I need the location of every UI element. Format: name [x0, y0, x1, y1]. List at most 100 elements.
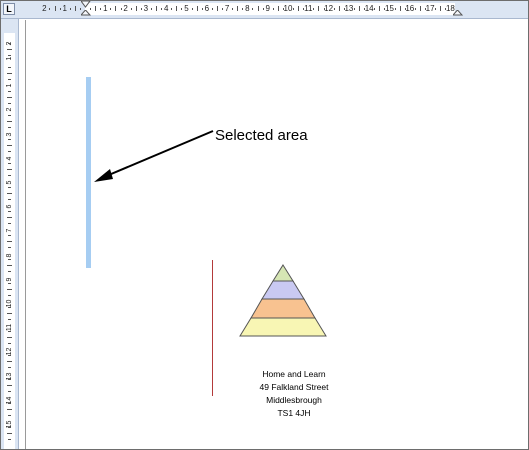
horizontal-ruler[interactable]: L 2 1 1 2 3 4 5 6 7 8 9 10 11 12 13 14 15 16 17 18	[1, 1, 528, 19]
ruler-number: 12	[324, 4, 334, 13]
ruler-tick	[211, 8, 213, 10]
ruler-tick	[374, 8, 376, 10]
ruler-tick	[8, 139, 11, 140]
ruler-tick	[8, 199, 11, 200]
ruler-tick	[8, 67, 11, 68]
ruler-tick	[59, 8, 61, 10]
ruler-tick	[150, 8, 152, 10]
ruler-tick	[8, 223, 11, 224]
address-line-2: 49 Falkland Street	[259, 382, 329, 392]
ruler-tick	[120, 8, 122, 10]
ruler-tick	[7, 169, 12, 170]
address-line-4: TS1 4JH	[277, 408, 311, 418]
ruler-tick	[7, 337, 12, 338]
ruler-tick	[49, 8, 51, 10]
ruler-tick	[7, 73, 12, 74]
ruler-tick	[425, 8, 427, 10]
ruler-tick	[399, 6, 401, 11]
ruler-tick	[7, 265, 12, 266]
address-line-3: Middlesbrough	[266, 395, 322, 405]
ruler-tick	[262, 8, 264, 10]
ruler-number: 15	[385, 4, 394, 13]
ruler-tick	[8, 175, 11, 176]
ruler-tick	[222, 8, 224, 10]
ruler-tick	[8, 163, 11, 164]
pyramid-diagram[interactable]	[227, 262, 339, 342]
address-line-1: Home and Learn	[262, 369, 326, 379]
ruler-tick	[359, 6, 361, 11]
ruler-number: 14	[364, 4, 374, 13]
left-border-line	[212, 260, 213, 396]
ruler-tick	[8, 283, 11, 284]
ruler-tick	[8, 355, 11, 356]
ruler-tick	[8, 391, 11, 392]
ruler-tick	[8, 115, 11, 116]
ruler-tick	[333, 8, 335, 10]
ruler-number: 8	[245, 4, 250, 13]
ruler-tick	[338, 6, 340, 11]
tab-stop-selector-button[interactable]: L	[3, 3, 15, 15]
ruler-tick	[7, 145, 12, 146]
ruler-tick	[115, 6, 117, 11]
ruler-tick	[8, 151, 11, 152]
ruler-tick	[8, 55, 11, 56]
ruler-number: 2	[6, 107, 13, 112]
ruler-tick	[379, 6, 381, 11]
ruler-number: 1	[103, 4, 108, 13]
ruler-tick	[95, 6, 97, 11]
annotation-arrow	[94, 130, 214, 182]
ruler-tick	[7, 313, 12, 314]
ruler-tick	[8, 127, 11, 128]
ruler-tick	[8, 331, 11, 332]
ruler-tick	[353, 8, 355, 10]
ruler-number: 7	[224, 4, 230, 13]
right-indent-marker[interactable]	[453, 10, 463, 18]
ruler-number: 3	[143, 4, 149, 13]
ruler-tick	[191, 8, 193, 10]
ruler-tick	[8, 271, 11, 272]
ruler-tick	[69, 8, 71, 10]
pyramid-tier-1	[272, 264, 294, 282]
ruler-number: 11	[304, 4, 313, 13]
ruler-tick	[8, 295, 11, 296]
ruler-number: 1	[62, 4, 67, 13]
ruler-number: 6	[204, 4, 210, 13]
ruler-tick	[8, 367, 11, 368]
ruler-number: 2	[123, 4, 128, 13]
ruler-tick	[404, 8, 406, 10]
ruler-tick	[8, 235, 11, 236]
ruler-tick	[7, 433, 12, 434]
ruler-tick	[419, 6, 421, 11]
ruler-tick	[196, 6, 198, 11]
ruler-tick	[8, 43, 11, 44]
ruler-number: 3	[6, 132, 13, 137]
ruler-tick	[237, 6, 239, 11]
ruler-tick	[384, 8, 386, 10]
document-page[interactable]: Selected area Home and Learn 49 Falkland…	[25, 20, 528, 449]
ruler-number: 10	[283, 4, 293, 13]
letterhead-block[interactable]: Home and Learn 49 Falkland Street Middle…	[212, 260, 362, 418]
ruler-tick	[7, 385, 12, 386]
ruler-tick	[201, 8, 203, 10]
ruler-number: 9	[265, 4, 270, 13]
ruler-tick	[303, 8, 305, 10]
ruler-tick	[7, 193, 12, 194]
ruler-number: 5	[184, 4, 189, 13]
hanging-indent-marker[interactable]	[81, 10, 91, 18]
ruler-number: 2	[42, 4, 47, 13]
ruler-tick	[8, 211, 11, 212]
ruler-text-area	[85, 3, 455, 15]
ruler-tick	[8, 91, 11, 92]
ruler-tick	[90, 8, 92, 10]
ruler-tick	[8, 79, 11, 80]
selected-area-highlight[interactable]	[86, 77, 91, 268]
pyramid-tier-3	[250, 298, 316, 319]
ruler-tick	[8, 319, 11, 320]
first-line-indent-marker[interactable]	[81, 1, 91, 9]
ruler-tick	[293, 8, 295, 10]
ruler-tick	[7, 361, 12, 362]
ruler-tick	[171, 8, 173, 10]
ruler-number: 5	[6, 180, 13, 185]
ruler-tick	[7, 289, 12, 290]
